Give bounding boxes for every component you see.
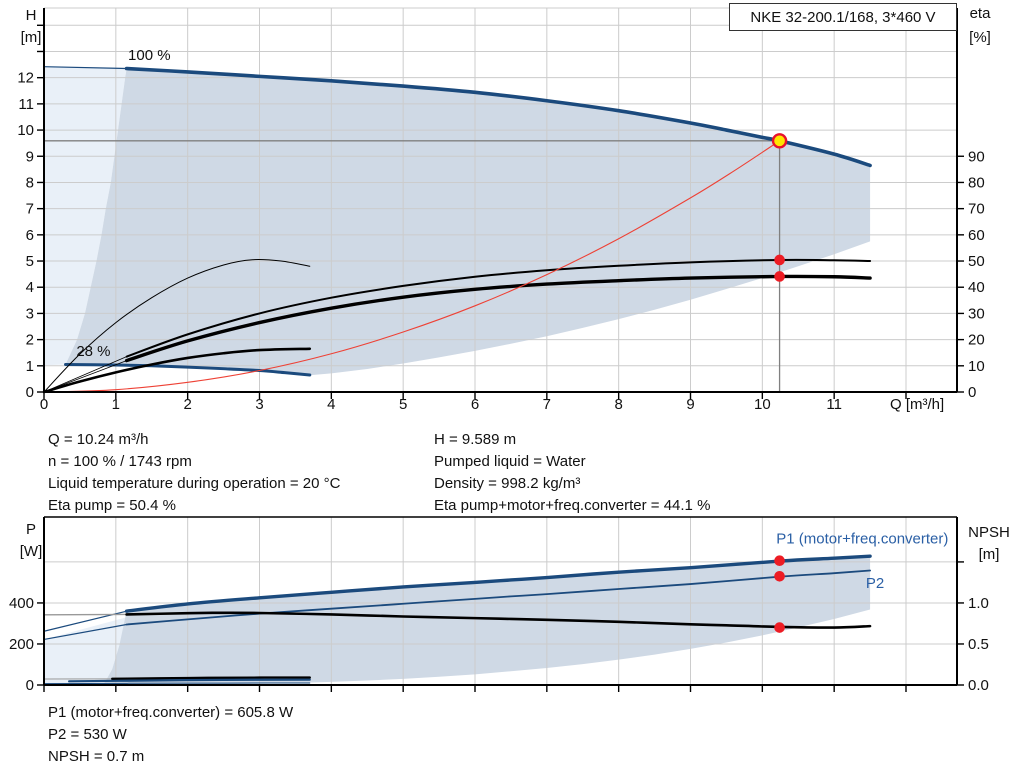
y-tick-label: 4 (26, 279, 34, 296)
x-axis-title: Q [m³/h] (890, 396, 944, 413)
x-tick-label: 1 (112, 396, 120, 413)
y-tick-label: 200 (9, 636, 34, 653)
curve-hq-100-extension (43, 66, 128, 70)
y2-tick-label: 30 (968, 305, 985, 322)
curve-label: P1 (motor+freq.converter) (776, 530, 948, 547)
x-tick-label: 11 (826, 396, 842, 413)
info-line: n = 100 % / 1743 rpm (48, 453, 192, 470)
y-axis-title: P (26, 521, 36, 538)
y2-tick-label: 80 (968, 174, 985, 191)
curve-label: 28 % (76, 343, 110, 360)
curve-npsh (125, 611, 872, 629)
x-tick-label: 2 (183, 396, 191, 413)
y-tick-label: 0 (26, 677, 34, 694)
info-line: H = 9.589 m (434, 431, 517, 448)
y2-tick-label: 90 (968, 148, 985, 165)
x-tick-label: 7 (543, 396, 551, 413)
curve-eta-total-28 (42, 347, 312, 394)
y2-tick-label: 10 (968, 358, 985, 375)
y2-tick-label: 0 (968, 384, 976, 401)
y-tick-label: 6 (26, 227, 34, 244)
duty-info-left: Q = 10.24 m³/h n = 100 % / 1743 rpm Liquid… (48, 429, 340, 517)
y2-axis-title: eta (970, 5, 992, 22)
curve-p2-extension (43, 623, 128, 641)
y-tick-label: 8 (26, 174, 34, 191)
y-tick-label: 0 (26, 384, 34, 401)
power-info: P1 (motor+freq.converter) = 605.8 W P2 = … (48, 702, 293, 768)
curve-eta-pump-28 (43, 258, 311, 393)
y-tick-label: 400 (9, 595, 34, 612)
y-axis-title: [m] (21, 29, 42, 46)
y-tick-label: 12 (17, 70, 34, 87)
curve-p2-28 (68, 678, 311, 683)
y-tick-label: 5 (26, 253, 34, 270)
curve-affinity-parabola (43, 140, 781, 393)
y-tick-label: 1 (26, 358, 34, 375)
y-axis-title: H (26, 7, 37, 24)
curve-eta-pump-extension (43, 356, 128, 393)
duty-value-dot (774, 271, 785, 282)
y2-tick-label: 1.0 (968, 595, 989, 612)
y2-tick-label: 60 (968, 227, 985, 244)
pump-title: NKE 32-200.1/168, 3*460 V (750, 8, 936, 26)
curve-hq-28 (64, 362, 312, 377)
x-tick-label: 10 (754, 396, 771, 413)
x-tick-label: 9 (686, 396, 694, 413)
y2-axis-title: [m] (979, 546, 1000, 563)
y2-tick-label: 20 (968, 332, 985, 349)
y2-axis-title: NPSH (968, 524, 1010, 541)
p-envelope-light (44, 617, 127, 685)
info-line: Q = 10.24 m³/h (48, 431, 149, 448)
y2-axis-title: [%] (969, 29, 991, 46)
y-tick-label: 9 (26, 148, 34, 165)
duty-value-dot (774, 254, 785, 266)
x-tick-label: 3 (255, 396, 263, 413)
duty-value-dot (774, 555, 785, 567)
curve-p-low-extension (43, 682, 311, 685)
curve-label: P2 (866, 575, 884, 592)
y-tick-label: 2 (26, 332, 34, 349)
duty-point-marker[interactable] (771, 133, 788, 149)
y2-tick-label: 0.5 (968, 636, 989, 653)
info-line: Pumped liquid = Water (434, 453, 586, 470)
pump-title-box: NKE 32-200.1/168, 3*460 V (729, 3, 957, 31)
envelope-dark (65, 68, 871, 376)
y-tick-label: 7 (26, 201, 34, 218)
y-tick-label: 11 (18, 96, 34, 113)
info-line: Density = 998.2 kg/m³ (434, 475, 581, 492)
x-tick-label: 6 (471, 396, 479, 413)
y2-tick-label: 40 (968, 279, 985, 296)
y2-tick-label: 50 (968, 253, 985, 270)
info-line: Eta pump = 50.4 % (48, 497, 176, 514)
x-tick-label: 0 (40, 396, 48, 413)
y-tick-label: 3 (26, 305, 34, 322)
y2-tick-label: 70 (968, 201, 985, 218)
x-tick-label: 4 (327, 396, 335, 413)
chart-pq: 0 200 400 0.0 0.5 1.0 P [W] NPSH [m] P1 (motor+fre… (9, 516, 1010, 694)
x-tick-label: 5 (399, 396, 407, 413)
p-envelope-dark (100, 556, 871, 685)
curve-p1-28 (111, 676, 311, 681)
curve-label: 100 % (128, 47, 171, 64)
info-line: P1 (motor+freq.converter) = 605.8 W (48, 704, 294, 721)
x-tick-label: 8 (614, 396, 622, 413)
info-line: NPSH = 0.7 m (48, 748, 145, 765)
y2-tick-label: 0.0 (968, 677, 989, 694)
info-line: Eta pump+motor+freq.converter = 44.1 % (434, 497, 711, 514)
duty-value-dot (774, 622, 785, 633)
duty-value-dot (774, 570, 785, 582)
duty-info-right: H = 9.589 m Pumped liquid = Water Density … (434, 429, 710, 517)
y-tick-label: 10 (17, 122, 34, 139)
info-line: P2 = 530 W (48, 726, 127, 743)
y-axis-title: [W] (20, 543, 43, 560)
info-line: Liquid temperature during operation = 20… (48, 475, 341, 492)
